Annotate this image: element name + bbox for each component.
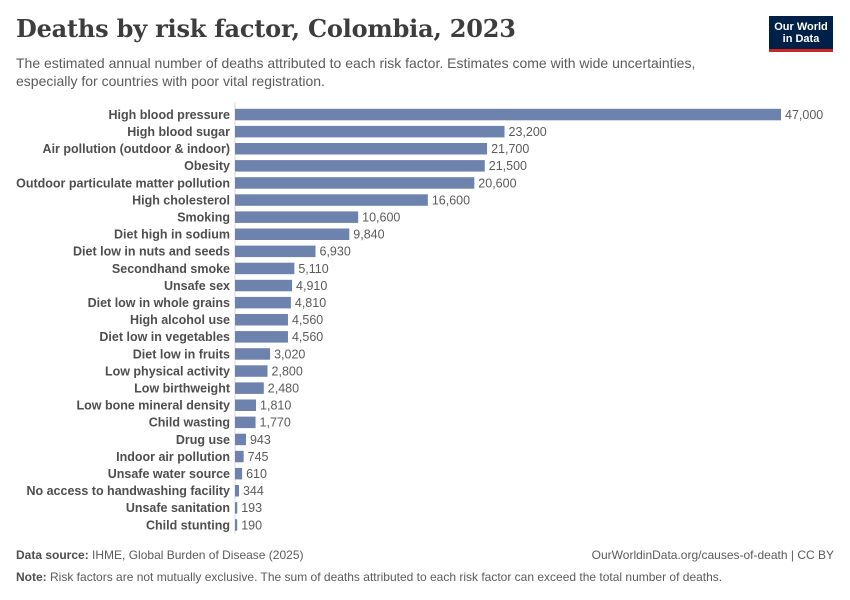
source-footer: Data source: IHME, Global Burden of Dise… (16, 548, 834, 562)
bar[interactable] (235, 485, 239, 497)
causes-of-death-link[interactable]: OurWorldinData.org/causes-of-death | CC … (591, 548, 834, 562)
value-label: 5,110 (298, 262, 328, 276)
category-label: Child stunting (146, 518, 230, 532)
bar-chart: High blood pressure 47,000 High blood suga… (16, 102, 823, 534)
category-label: Diet low in vegetables (99, 330, 230, 344)
category-label: Smoking (177, 210, 230, 224)
category-label: Air pollution (outdoor & indoor) (43, 142, 230, 156)
category-label: Low birthweight (134, 381, 231, 395)
value-label: 9,840 (353, 228, 384, 242)
category-label: Obesity (184, 159, 230, 173)
bar[interactable] (235, 416, 256, 429)
category-label: Diet low in whole grains (88, 296, 230, 310)
bar[interactable] (235, 450, 244, 463)
category-label: High blood sugar (127, 125, 230, 139)
category-label: Unsafe water source (108, 467, 230, 481)
category-label: Diet low in nuts and seeds (73, 245, 230, 259)
bar[interactable] (235, 160, 485, 172)
bar[interactable] (235, 348, 271, 360)
category-label: Unsafe sex (164, 279, 230, 293)
value-label: 10,600 (362, 210, 400, 224)
value-label: 2,480 (268, 381, 299, 395)
value-label: 190 (241, 518, 262, 532)
value-label: 1,770 (260, 416, 291, 430)
value-label: 21,500 (489, 159, 527, 173)
source-text: IHME, Global Burden of Disease (2025) (92, 548, 304, 562)
category-label: High cholesterol (132, 193, 230, 207)
category-label: Indoor air pollution (116, 450, 230, 464)
bar[interactable] (235, 228, 350, 241)
note-label: Note: (16, 570, 47, 584)
value-label: 21,700 (491, 142, 529, 156)
value-label: 4,810 (295, 296, 326, 310)
bar[interactable] (235, 125, 505, 138)
chart-subtitle: The estimated annual number of deaths at… (16, 55, 696, 89)
chart-title: Deaths by risk factor, Colombia, 2023 (16, 14, 516, 43)
bar[interactable] (235, 194, 428, 206)
bar[interactable] (235, 143, 488, 155)
value-label: 1,810 (260, 399, 291, 413)
category-label: High alcohol use (130, 313, 230, 327)
bar[interactable] (235, 519, 238, 531)
bar[interactable] (235, 467, 243, 480)
bar[interactable] (235, 314, 288, 326)
value-label: 610 (246, 467, 267, 481)
category-label: No access to handwashing facility (26, 484, 230, 498)
bar[interactable] (235, 502, 238, 514)
category-label: Secondhand smoke (112, 262, 230, 276)
category-label: Low physical activity (105, 364, 230, 378)
bar[interactable] (235, 433, 246, 446)
bar[interactable] (235, 245, 316, 258)
note-text: Risk factors are not mutually exclusive.… (50, 570, 723, 584)
category-label: High blood pressure (108, 108, 230, 122)
value-label: 344 (243, 484, 264, 498)
value-label: 6,930 (320, 245, 351, 259)
bar[interactable] (235, 211, 359, 223)
logo-line-2: in Data (782, 32, 820, 45)
source-label: Data source: (16, 548, 89, 562)
category-label: Outdoor particulate matter pollution (16, 176, 230, 190)
bar[interactable] (235, 399, 257, 412)
bar[interactable] (235, 365, 268, 377)
bar[interactable] (235, 177, 475, 189)
category-label: Diet high in sodium (114, 228, 230, 242)
value-label: 16,600 (432, 193, 470, 207)
bar[interactable] (235, 331, 288, 343)
note-footer: Note: Risk factors are not mutually excl… (16, 570, 834, 584)
value-label: 20,600 (478, 176, 516, 190)
owid-logo[interactable]: Our World in Data (769, 16, 833, 52)
bar[interactable] (235, 108, 781, 121)
category-label: Diet low in fruits (133, 347, 230, 361)
value-label: 4,560 (292, 330, 323, 344)
bar[interactable] (235, 262, 295, 275)
value-label: 4,560 (292, 313, 323, 327)
value-label: 943 (250, 433, 271, 447)
value-label: 23,200 (509, 125, 547, 139)
bar[interactable] (235, 382, 264, 394)
bar[interactable] (235, 296, 291, 309)
logo-line-1: Our World (774, 20, 828, 33)
category-label: Low bone mineral density (77, 399, 231, 413)
value-label: 3,020 (274, 347, 305, 361)
bar[interactable] (235, 279, 293, 292)
category-label: Unsafe sanitation (126, 501, 230, 515)
category-label: Child wasting (149, 416, 230, 430)
value-label: 4,910 (296, 279, 327, 293)
value-label: 2,800 (272, 364, 303, 378)
value-label: 193 (241, 501, 262, 515)
category-label: Drug use (176, 433, 230, 447)
value-label: 47,000 (785, 108, 823, 122)
value-label: 745 (248, 450, 269, 464)
